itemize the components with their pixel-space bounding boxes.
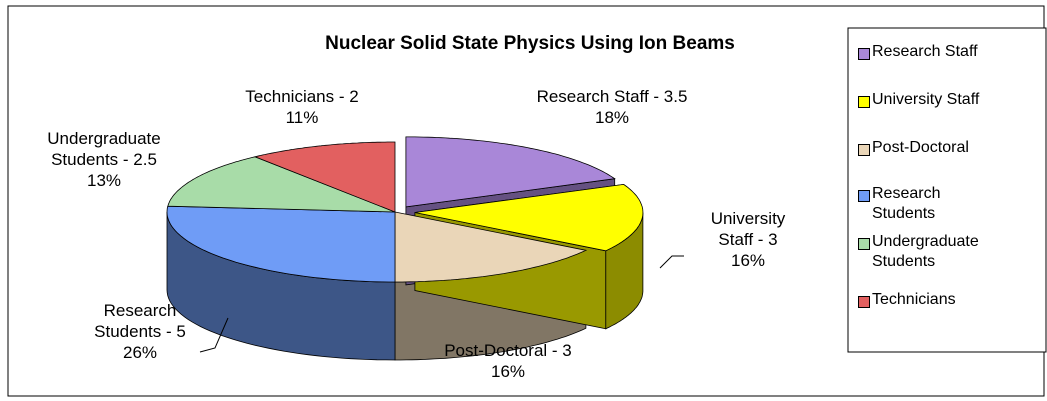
data-label-percent: 26% bbox=[122, 343, 158, 362]
legend-label: Research Staff bbox=[872, 43, 978, 60]
leader-line bbox=[199, 317, 229, 353]
legend-swatch bbox=[858, 144, 870, 156]
data-label: Technicians - 2 11% bbox=[217, 86, 387, 128]
data-label: Research Staff - 3.5 18% bbox=[497, 86, 727, 128]
legend-box bbox=[847, 27, 1047, 353]
legend-label: Post-Doctoral bbox=[872, 139, 969, 156]
legend-label: University Staff bbox=[872, 91, 980, 108]
legend-label: Technicians bbox=[872, 291, 956, 308]
slice bbox=[414, 183, 644, 252]
data-label-value: Research Students - 5 bbox=[94, 301, 186, 341]
data-label: Post-Doctoral - 3 16% bbox=[408, 340, 608, 382]
legend-swatch bbox=[858, 190, 870, 202]
data-label-value: Post-Doctoral - 3 bbox=[444, 341, 572, 360]
pie bbox=[166, 136, 644, 361]
data-label-percent: 16% bbox=[490, 362, 526, 381]
data-label: University Staff - 3 16% bbox=[693, 208, 803, 271]
data-label-value: Undergraduate Students - 2.5 bbox=[47, 129, 161, 169]
leader-line bbox=[659, 255, 684, 269]
legend-swatch bbox=[858, 96, 870, 108]
slice bbox=[253, 141, 396, 213]
legend-swatch bbox=[858, 48, 870, 60]
data-label: Undergraduate Students - 2.5 13% bbox=[29, 128, 179, 191]
data-label-percent: 13% bbox=[86, 171, 122, 190]
data-label-value: Technicians - 2 bbox=[245, 87, 359, 106]
data-label-percent: 11% bbox=[285, 108, 319, 127]
slice bbox=[405, 136, 616, 208]
legend-label: Research Students bbox=[872, 185, 941, 222]
slice bbox=[166, 205, 396, 283]
chart-title: Nuclear Solid State Physics Using Ion Be… bbox=[325, 33, 735, 54]
data-label-value: Research Staff - 3.5 bbox=[536, 87, 688, 106]
data-label-percent: 18% bbox=[594, 108, 630, 127]
legend-swatch bbox=[858, 238, 870, 250]
data-label-value: University Staff - 3 bbox=[710, 209, 786, 249]
data-label-percent: 16% bbox=[730, 251, 766, 270]
legend-swatch bbox=[858, 296, 870, 308]
data-label: Research Students - 5 26% bbox=[80, 300, 200, 363]
slice bbox=[394, 211, 588, 283]
slice bbox=[167, 156, 396, 213]
legend-label: Undergraduate Students bbox=[872, 233, 979, 270]
